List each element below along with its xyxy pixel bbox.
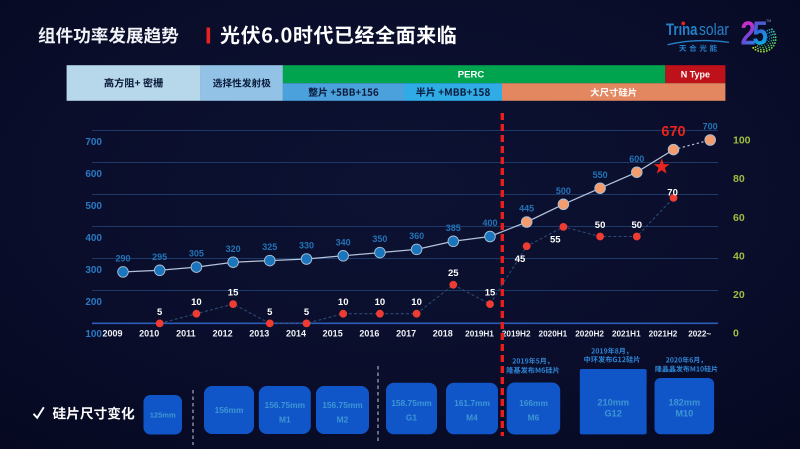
svg-text:295: 295 bbox=[152, 252, 167, 262]
svg-text:600: 600 bbox=[85, 169, 102, 180]
svg-text:400: 400 bbox=[85, 233, 102, 244]
svg-text:300: 300 bbox=[85, 265, 102, 276]
svg-text:0: 0 bbox=[733, 328, 739, 340]
svg-text:TM: TM bbox=[766, 19, 771, 23]
svg-text:M6: M6 bbox=[528, 413, 540, 423]
svg-text:2020H1: 2020H1 bbox=[539, 329, 568, 338]
svg-text:2019H2: 2019H2 bbox=[502, 329, 531, 338]
svg-text:2017: 2017 bbox=[396, 328, 416, 338]
svg-text:10: 10 bbox=[191, 297, 202, 308]
svg-text:2018: 2018 bbox=[433, 328, 453, 338]
svg-text:M10: M10 bbox=[675, 409, 693, 419]
svg-text:305: 305 bbox=[189, 249, 204, 259]
svg-text:400: 400 bbox=[482, 218, 497, 228]
svg-text:25: 25 bbox=[448, 268, 459, 279]
svg-text:G1: G1 bbox=[406, 413, 418, 423]
svg-text:60: 60 bbox=[733, 212, 745, 224]
svg-text:210mm: 210mm bbox=[597, 397, 629, 407]
svg-text:2011: 2011 bbox=[176, 328, 196, 338]
svg-text:N Type: N Type bbox=[681, 70, 710, 80]
svg-text:2016: 2016 bbox=[359, 328, 379, 338]
svg-text:290: 290 bbox=[115, 253, 130, 263]
svg-text:2013: 2013 bbox=[249, 328, 269, 338]
svg-text:5: 5 bbox=[304, 307, 310, 318]
svg-text:2021H2: 2021H2 bbox=[649, 329, 678, 338]
svg-text:325: 325 bbox=[262, 242, 277, 252]
svg-text:670: 670 bbox=[661, 124, 685, 140]
svg-text:500: 500 bbox=[85, 201, 102, 212]
svg-text:40: 40 bbox=[733, 250, 745, 262]
svg-text:Trına: Trına bbox=[666, 21, 698, 39]
svg-text:50: 50 bbox=[595, 220, 606, 231]
svg-text:5: 5 bbox=[753, 15, 768, 52]
svg-text:2015: 2015 bbox=[323, 328, 343, 338]
svg-text:125mm: 125mm bbox=[150, 411, 176, 420]
svg-text:340: 340 bbox=[336, 237, 351, 247]
svg-text:5: 5 bbox=[267, 307, 273, 318]
svg-text:445: 445 bbox=[519, 204, 534, 214]
svg-text:2019H1: 2019H1 bbox=[465, 329, 494, 338]
svg-text:320: 320 bbox=[226, 244, 241, 254]
svg-text:2022~: 2022~ bbox=[688, 329, 711, 338]
svg-text:2012: 2012 bbox=[213, 328, 233, 338]
svg-text:70: 70 bbox=[667, 187, 678, 198]
svg-text:45: 45 bbox=[515, 254, 526, 265]
svg-text:M4: M4 bbox=[466, 413, 478, 423]
svg-text:156mm: 156mm bbox=[215, 405, 244, 415]
svg-text:500: 500 bbox=[556, 186, 571, 196]
svg-text:100: 100 bbox=[733, 135, 751, 147]
svg-text:182mm: 182mm bbox=[668, 397, 700, 407]
svg-text:G12: G12 bbox=[605, 409, 622, 419]
svg-text:15: 15 bbox=[485, 287, 496, 298]
svg-text:20: 20 bbox=[733, 289, 745, 301]
svg-text:5: 5 bbox=[157, 307, 163, 318]
svg-text:2010: 2010 bbox=[139, 328, 159, 338]
svg-text:50: 50 bbox=[632, 220, 643, 231]
svg-text:2020H2: 2020H2 bbox=[575, 329, 604, 338]
svg-text:M1: M1 bbox=[279, 415, 291, 425]
svg-text:55: 55 bbox=[550, 234, 561, 245]
svg-text:360: 360 bbox=[409, 231, 424, 241]
svg-text:2014: 2014 bbox=[286, 328, 306, 338]
svg-text:550: 550 bbox=[593, 170, 608, 180]
svg-text:10: 10 bbox=[411, 297, 422, 308]
svg-text:156.75mm: 156.75mm bbox=[322, 400, 363, 410]
svg-text:solar: solar bbox=[699, 21, 729, 39]
svg-text:158.75mm: 158.75mm bbox=[391, 398, 432, 408]
svg-text:700: 700 bbox=[703, 122, 718, 132]
svg-text:2: 2 bbox=[741, 15, 756, 52]
svg-text:PERC: PERC bbox=[458, 70, 485, 81]
svg-text:M2: M2 bbox=[337, 415, 349, 425]
svg-text:166mm: 166mm bbox=[519, 398, 548, 408]
svg-text:385: 385 bbox=[446, 223, 461, 233]
svg-text:156.75mm: 156.75mm bbox=[265, 400, 306, 410]
svg-text:15: 15 bbox=[228, 287, 239, 298]
svg-text:10: 10 bbox=[338, 297, 349, 308]
svg-text:161.7mm: 161.7mm bbox=[454, 398, 490, 408]
svg-text:200: 200 bbox=[85, 297, 102, 308]
svg-text:2021H1: 2021H1 bbox=[612, 329, 641, 338]
svg-text:700: 700 bbox=[85, 137, 102, 148]
svg-text:2009: 2009 bbox=[102, 328, 122, 338]
svg-text:350: 350 bbox=[372, 234, 387, 244]
svg-text:330: 330 bbox=[299, 241, 314, 251]
svg-text:10: 10 bbox=[375, 297, 386, 308]
svg-text:100: 100 bbox=[85, 329, 102, 340]
svg-text:600: 600 bbox=[629, 154, 644, 164]
svg-text:80: 80 bbox=[733, 173, 745, 185]
